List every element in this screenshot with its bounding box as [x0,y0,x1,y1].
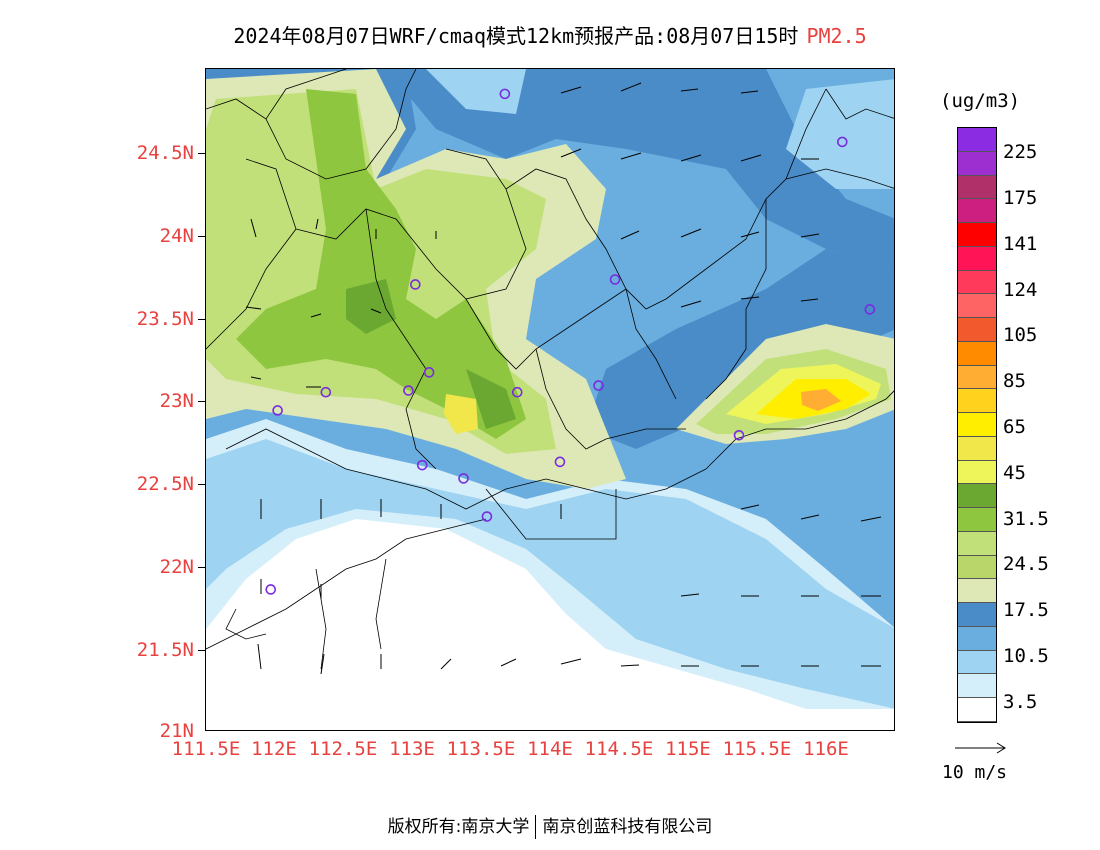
colorbar-cell [958,175,996,200]
lat-tick [198,153,205,154]
station-marker [836,136,848,148]
colorbar-cell [958,294,996,319]
lon-label: 112.5E [308,738,378,760]
colorbar-cell [958,650,996,675]
station-marker [320,386,332,398]
colorbar-label: 24.5 [1003,553,1049,575]
lat-label: 24.5N [136,142,194,164]
lat-label: 22N [159,556,194,578]
lat-label: 21.5N [136,639,194,661]
colorbar-cell [958,579,996,604]
lon-label: 113E [389,738,435,760]
colorbar-cell [958,318,996,342]
colorbar-cell [958,484,996,509]
title-pollutant: PM2.5 [806,24,867,48]
colorbar-cell [958,460,996,485]
colorbar-label: 141 [1003,233,1038,255]
colorbar-label: 31.5 [1003,508,1049,530]
colorbar-label: 85 [1003,370,1026,392]
station-marker [403,385,414,396]
lat-tick [198,484,205,485]
colorbar-cell [958,151,996,176]
station-marker [458,473,469,484]
lon-label: 113.5E [446,738,516,760]
station-marker [733,430,745,441]
station-marker [593,380,604,391]
lat-tick [198,236,205,237]
copyright-footer: 版权所有:南京大学 南京创蓝科技有限公司 [0,812,1100,839]
lat-tick [198,319,205,320]
lat-tick [198,567,205,568]
lon-label: 112E [251,738,297,760]
lon-label: 111.5E [171,738,241,760]
lon-label: 116E [803,738,849,760]
colorbar-cell [958,413,996,437]
station-marker [423,367,435,378]
footer-divider [535,815,537,839]
wind-scale-label: 10 m/s [942,762,1008,783]
station-marker [416,459,428,471]
station-marker [481,511,493,522]
station-marker [554,456,566,468]
colorbar-cell [958,389,996,414]
colorbar-label: 225 [1003,141,1038,163]
lat-label: 24N [159,225,194,247]
station-marker [499,88,511,100]
colorbar-cell [958,531,996,556]
colorbar-cell [958,436,996,461]
colorbar-cell [958,698,996,722]
pm25-forecast-map [205,68,895,731]
colorbar-label: 45 [1003,462,1026,484]
wind-scale-arrow [955,742,1006,754]
colorbar-cell [958,246,996,271]
lon-label: 115.5E [722,738,792,760]
copyright-right: 南京创蓝科技有限公司 [542,817,713,837]
lon-label: 114.5E [584,738,654,760]
title-main: 2024年08月07日WRF/cmaq模式12km预报产品:08月07日15时 [233,24,799,48]
lat-label: 22.5N [136,473,194,495]
colorbar-cell [958,270,996,295]
lon-label: 114E [527,738,573,760]
colorbar-cell [958,128,996,152]
map-layer [206,69,894,730]
lat-tick [198,401,205,402]
lon-label: 115E [665,738,711,760]
lat-label: 21N [159,720,194,742]
station-marker [609,274,621,285]
colorbar-cell [958,508,996,532]
colorbar-cell [958,555,996,580]
boundary-lines [206,69,894,670]
colorbar-cell [958,341,996,366]
colorbar-label: 175 [1003,187,1038,209]
colorbar-label: 65 [1003,416,1026,438]
station-marker [272,405,283,416]
colorbar-label: 10.5 [1003,645,1049,667]
station-marker [410,279,421,290]
colorbar [957,127,997,723]
colorbar-label: 17.5 [1003,599,1049,621]
colorbar-cell [958,603,996,627]
colorbar-units: (ug/m3) [940,90,1021,112]
colorbar-cell [958,365,996,390]
lat-label: 23.5N [136,308,194,330]
chart-title: 2024年08月07日WRF/cmaq模式12km预报产品:08月07日15时 P… [0,20,1100,49]
colorbar-cell [958,223,996,247]
colorbar-label: 3.5 [1003,691,1038,713]
station-marker [265,584,277,595]
station-marker [511,386,523,398]
lat-tick [198,650,205,651]
monitoring-stations [265,88,876,595]
wind-vectors [245,82,882,675]
colorbar-cell [958,199,996,224]
lat-label: 23N [159,390,194,412]
copyright-left: 版权所有:南京大学 [387,817,530,837]
station-marker [864,304,876,315]
colorbar-label: 105 [1003,324,1038,346]
colorbar-label: 124 [1003,279,1038,301]
colorbar-cell [958,674,996,699]
colorbar-cell [958,626,996,651]
